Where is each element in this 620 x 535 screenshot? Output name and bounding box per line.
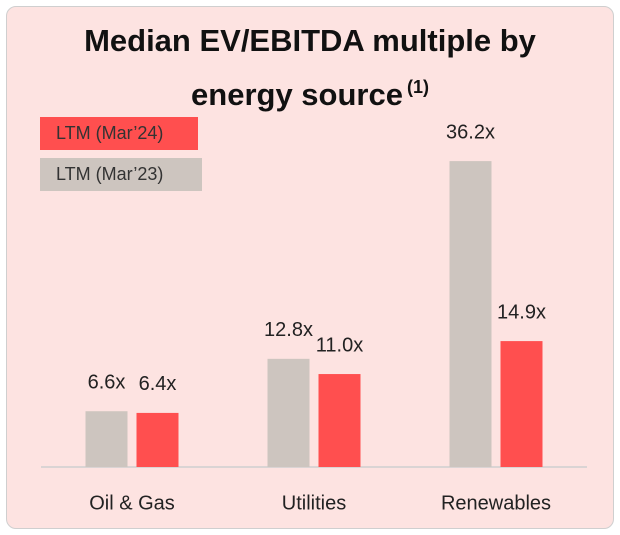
value-label: 12.8x [264,319,313,341]
title-text: Median EV/EBITDA multiple by energy sour… [84,23,536,112]
bar [500,341,543,467]
bar [85,411,128,467]
legend-label: LTM (Mar’24) [56,123,163,143]
x-tick-label: Utilities [282,492,346,514]
x-tick-label: Oil & Gas [89,492,175,514]
value-label: 6.6x [88,372,126,394]
value-label: 36.2x [446,121,495,143]
bar [267,358,310,467]
value-label: 6.4x [139,373,177,395]
footnote-marker: (1) [406,77,429,97]
legend-label: LTM (Mar’23) [56,164,163,184]
x-tick-label: Renewables [441,492,551,514]
legend-swatch [40,117,198,150]
bar [318,374,361,467]
bar [449,161,492,468]
bar [136,412,179,467]
value-label: 14.9x [497,301,546,323]
chart-title: Median EV/EBITDA multiple by energy sour… [60,18,560,118]
legend-swatch [40,158,202,191]
value-label: 11.0x [316,334,363,356]
